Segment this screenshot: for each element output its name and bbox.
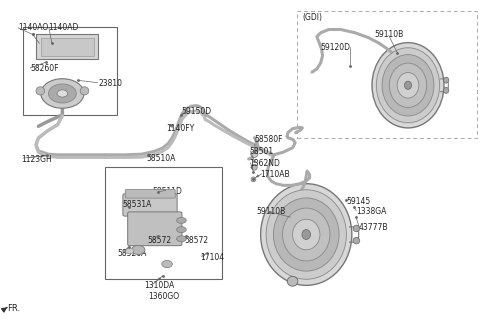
Ellipse shape: [132, 245, 145, 255]
Text: 58260F: 58260F: [30, 64, 59, 73]
Ellipse shape: [283, 208, 330, 261]
Text: 58501: 58501: [250, 147, 274, 156]
Text: 59150D: 59150D: [181, 107, 212, 116]
Text: 58511D: 58511D: [153, 187, 182, 196]
FancyBboxPatch shape: [41, 38, 94, 56]
Ellipse shape: [444, 77, 449, 83]
Text: 59110B: 59110B: [374, 30, 404, 39]
Ellipse shape: [251, 177, 256, 182]
Ellipse shape: [397, 72, 419, 98]
FancyBboxPatch shape: [125, 190, 175, 198]
Ellipse shape: [162, 260, 172, 268]
FancyBboxPatch shape: [36, 34, 98, 59]
Text: 1140AO: 1140AO: [18, 23, 48, 32]
Text: 23810: 23810: [98, 79, 122, 88]
Ellipse shape: [353, 237, 360, 244]
Ellipse shape: [274, 198, 339, 271]
Ellipse shape: [57, 90, 68, 97]
Ellipse shape: [389, 63, 427, 108]
FancyBboxPatch shape: [128, 212, 182, 246]
Ellipse shape: [36, 87, 45, 95]
Ellipse shape: [287, 277, 298, 286]
Text: FR.: FR.: [7, 304, 20, 314]
Bar: [105, 167, 222, 279]
Ellipse shape: [48, 84, 76, 103]
Ellipse shape: [293, 219, 320, 250]
Ellipse shape: [382, 54, 434, 116]
Text: (GDI): (GDI): [302, 12, 323, 22]
Text: 59110B: 59110B: [257, 207, 286, 216]
Ellipse shape: [177, 217, 186, 223]
Text: 59120D: 59120D: [321, 43, 350, 52]
Text: 1140FY: 1140FY: [167, 124, 195, 133]
Bar: [297, 11, 477, 138]
Text: 58531A: 58531A: [122, 199, 152, 209]
Text: 58572: 58572: [148, 236, 172, 245]
Ellipse shape: [177, 236, 186, 242]
Text: 1360GO: 1360GO: [148, 292, 179, 301]
Ellipse shape: [353, 225, 360, 232]
Ellipse shape: [376, 48, 440, 123]
Ellipse shape: [302, 230, 311, 239]
Ellipse shape: [41, 79, 84, 108]
Ellipse shape: [372, 43, 444, 128]
Ellipse shape: [252, 164, 257, 170]
Ellipse shape: [177, 227, 186, 233]
Text: 58572: 58572: [185, 236, 209, 245]
Ellipse shape: [266, 190, 347, 279]
Ellipse shape: [261, 184, 352, 285]
Bar: [23, 27, 117, 115]
Ellipse shape: [444, 88, 449, 93]
Text: 58526A: 58526A: [118, 249, 147, 258]
FancyBboxPatch shape: [123, 194, 177, 216]
Text: 1140AD: 1140AD: [48, 23, 78, 32]
Text: 1123GH: 1123GH: [22, 154, 52, 164]
Text: 17104: 17104: [201, 253, 225, 262]
Text: 1710AB: 1710AB: [261, 170, 290, 179]
Ellipse shape: [404, 81, 412, 89]
Text: 58510A: 58510A: [146, 154, 176, 163]
Text: 1310DA: 1310DA: [144, 281, 174, 290]
Ellipse shape: [251, 151, 258, 157]
Ellipse shape: [80, 87, 89, 95]
Text: 1338GA: 1338GA: [356, 207, 386, 216]
Text: 58580F: 58580F: [254, 135, 283, 144]
Text: 1362ND: 1362ND: [250, 159, 280, 169]
Text: 59145: 59145: [347, 197, 371, 206]
Ellipse shape: [125, 248, 134, 254]
Text: 43777B: 43777B: [359, 223, 388, 233]
